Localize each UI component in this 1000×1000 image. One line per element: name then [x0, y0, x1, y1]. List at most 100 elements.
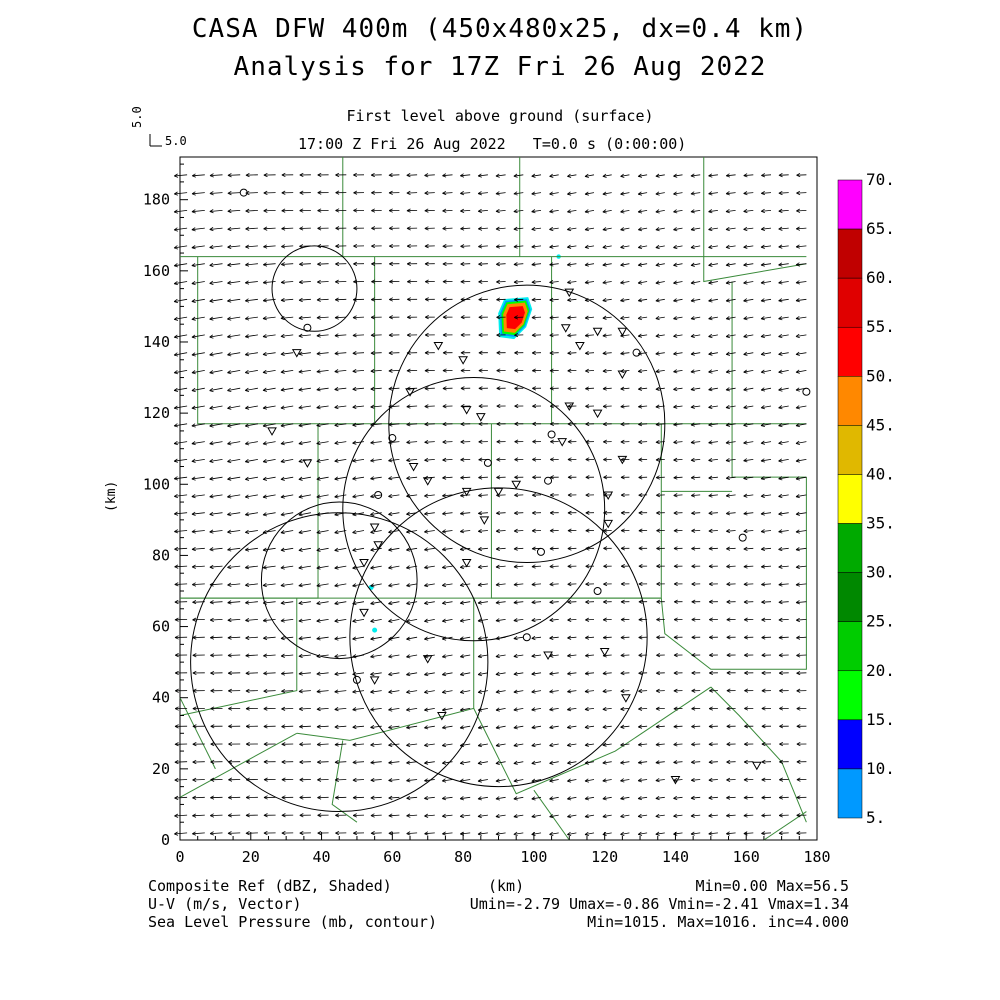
station-triangle-icon — [670, 776, 681, 785]
colorbar-label: 50. — [866, 366, 895, 385]
y-tick-label: 60 — [152, 618, 170, 636]
radar-range-ring — [349, 487, 648, 788]
county-line — [473, 686, 712, 795]
station-triangle-icon — [408, 462, 419, 472]
county-line — [331, 740, 358, 823]
station-circle-icon — [388, 434, 397, 443]
plot-frame — [179, 156, 818, 841]
y-tick-label: 120 — [143, 404, 170, 422]
footer-right-1: Min=0.00 Max=56.5 — [695, 877, 849, 895]
station-circle-icon — [544, 476, 553, 485]
county-line — [179, 697, 216, 770]
station-triangle-icon — [617, 455, 628, 465]
footer-left-1: Composite Ref (dBZ, Shaded) — [148, 877, 392, 895]
x-tick-label: 40 — [313, 848, 331, 866]
station-circle-icon — [632, 348, 641, 357]
radar-range-rings — [190, 245, 666, 813]
county-boundaries — [179, 157, 807, 841]
reference-vector-icon — [149, 134, 162, 147]
county-line — [731, 281, 807, 478]
colorbar-label: 25. — [866, 612, 895, 631]
station-triangle-icon — [369, 676, 380, 685]
county-line — [763, 811, 807, 841]
colorbar-swatch — [837, 670, 863, 721]
subtitle-time: 17:00 Z Fri 26 Aug 2022 T=0.0 s (0:00:00… — [298, 135, 687, 153]
station-triangle-icon — [475, 413, 486, 422]
station-triangle-icon — [617, 327, 628, 337]
y-tick-label: 80 — [152, 546, 170, 564]
station-circle-icon — [239, 188, 248, 197]
county-line — [179, 598, 298, 716]
colorbar-swatch — [837, 326, 863, 377]
station-triangle-icon — [543, 651, 553, 661]
colorbar: 70. 65. 60. 55. 50. 45. 40. 35. 30. 25. 20. 15. 10. 5… — [837, 170, 895, 827]
station-triangle-icon — [479, 516, 490, 525]
colorbar-swatch — [837, 376, 863, 426]
station-triangle-icon — [359, 608, 369, 618]
station-triangle-icon — [603, 491, 614, 500]
wind-vectors — [173, 172, 807, 836]
subtitle-level: First level above ground (surface) — [346, 107, 654, 125]
colorbar-label: 45. — [866, 415, 895, 434]
station-triangle-icon — [359, 559, 369, 568]
colorbar-swatch — [837, 228, 863, 279]
reference-vector-label: 5.0 — [165, 134, 187, 148]
y-tick-label: 40 — [152, 689, 170, 707]
station-triangle-icon — [511, 480, 522, 490]
county-line — [490, 423, 662, 599]
x-tick-label: 160 — [733, 848, 760, 866]
station-triangle-icon — [751, 761, 762, 771]
y-axis-ticks: 0 20 40 60 80 100 120 140 160 180 — [143, 163, 188, 849]
colorbar-label: 40. — [866, 464, 895, 483]
colorbar-swatch — [837, 768, 863, 819]
colorbar-label: 70. — [866, 170, 895, 189]
station-circle-icon — [522, 633, 531, 642]
footer-right-3: Min=1015. Max=1016. inc=4.000 — [587, 913, 849, 931]
storm-cell — [368, 254, 561, 633]
station-triangle-icon — [599, 647, 610, 657]
county-line — [180, 423, 319, 599]
station-triangle-icon — [433, 342, 444, 351]
colorbar-swatch — [837, 179, 863, 230]
station-triangle-icon — [575, 342, 585, 351]
station-circle-icon — [738, 533, 747, 542]
station-triangle-icon — [592, 409, 603, 419]
station-triangle-icon — [458, 356, 468, 365]
station-triangle-icon — [373, 541, 384, 550]
county-line — [179, 732, 298, 798]
colorbar-label: 10. — [866, 759, 895, 778]
station-circle-icon — [303, 323, 312, 332]
radar-range-ring — [388, 284, 666, 564]
station-triangle-icon — [603, 519, 614, 529]
y-tick-label: 140 — [143, 333, 170, 351]
colorbar-label: 55. — [866, 317, 895, 336]
station-circle-icon — [593, 586, 602, 595]
colorbar-swatch — [837, 523, 863, 573]
footer-right-2: Umin=-2.79 Umax=-0.86 Vmin=-2.41 Vmax=1.… — [469, 895, 849, 913]
station-triangle-icon — [621, 694, 631, 703]
county-line — [710, 686, 807, 823]
radar-range-ring — [342, 377, 606, 642]
station-triangle-icon — [560, 324, 571, 333]
station-circle-icon — [374, 490, 383, 499]
x-tick-label: 180 — [803, 848, 830, 866]
station-circle-icon — [483, 458, 492, 467]
colorbar-label: 15. — [866, 710, 895, 729]
colorbar-label: 35. — [866, 514, 895, 533]
station-markers — [239, 188, 811, 785]
station-triangle-icon — [369, 523, 380, 532]
station-circle-icon — [536, 547, 545, 556]
county-line — [296, 598, 475, 741]
colorbar-label: 5. — [866, 808, 885, 827]
wind-vector-field — [173, 172, 807, 836]
radar-range-ring — [190, 512, 489, 813]
x-tick-label: 100 — [520, 848, 547, 866]
x-tick-label: 20 — [242, 848, 260, 866]
title-line-2: Analysis for 17Z Fri 26 Aug 2022 — [233, 52, 767, 82]
colorbar-swatch — [837, 621, 863, 672]
x-axis-label: (km) — [488, 877, 525, 895]
station-triangle-icon — [302, 459, 313, 468]
y-tick-label: 100 — [143, 475, 170, 493]
x-axis-ticks: 0 20 40 60 80 100 120 140 160 180 — [175, 832, 831, 866]
